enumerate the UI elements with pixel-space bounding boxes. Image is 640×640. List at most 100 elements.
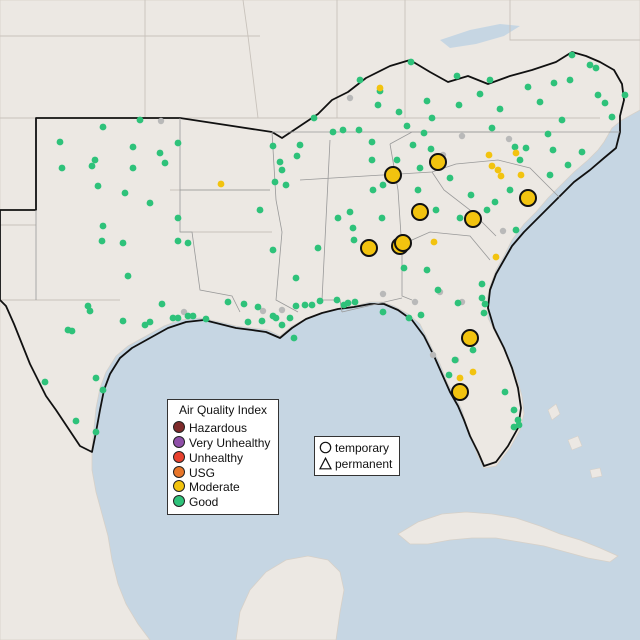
site-good[interactable] [278, 321, 286, 329]
site-moderate-temporary[interactable] [411, 203, 429, 221]
site-good[interactable] [592, 64, 600, 72]
site-good[interactable] [476, 90, 484, 98]
site-good[interactable] [512, 226, 520, 234]
site-good[interactable] [88, 162, 96, 170]
site-good[interactable] [478, 280, 486, 288]
site-good[interactable] [94, 182, 102, 190]
site-good[interactable] [445, 371, 453, 379]
site-good[interactable] [314, 244, 322, 252]
site-good[interactable] [456, 214, 464, 222]
site-good[interactable] [136, 116, 144, 124]
site-good[interactable] [86, 307, 94, 315]
site-good[interactable] [355, 126, 363, 134]
site-good[interactable] [349, 224, 357, 232]
site-good[interactable] [374, 101, 382, 109]
site-good[interactable] [586, 61, 594, 69]
site-good[interactable] [379, 308, 387, 316]
site-moderate-temporary[interactable] [451, 383, 469, 401]
site-good[interactable] [129, 164, 137, 172]
site-good[interactable] [310, 114, 318, 122]
site-good[interactable] [558, 116, 566, 124]
site-good[interactable] [516, 156, 524, 164]
site-good[interactable] [400, 264, 408, 272]
site-good[interactable] [454, 299, 462, 307]
site-good[interactable] [393, 156, 401, 164]
site-good[interactable] [334, 214, 342, 222]
site-good[interactable] [296, 141, 304, 149]
site-good[interactable] [514, 416, 522, 424]
site-good[interactable] [292, 302, 300, 310]
site-good[interactable] [41, 378, 49, 386]
site-good[interactable] [506, 186, 514, 194]
site-good[interactable] [423, 97, 431, 105]
site-good[interactable] [428, 114, 436, 122]
site-good[interactable] [256, 206, 264, 214]
site-good[interactable] [56, 138, 64, 146]
site-moderate-temporary[interactable] [384, 166, 402, 184]
site-moderate[interactable] [512, 149, 520, 157]
site-no-data[interactable] [499, 227, 507, 235]
site-moderate[interactable] [488, 162, 496, 170]
site-good[interactable] [510, 406, 518, 414]
site-good[interactable] [292, 274, 300, 282]
site-good[interactable] [378, 214, 386, 222]
site-good[interactable] [566, 76, 574, 84]
site-no-data[interactable] [411, 298, 419, 306]
site-good[interactable] [58, 164, 66, 172]
site-good[interactable] [158, 300, 166, 308]
site-moderate[interactable] [485, 151, 493, 159]
site-good[interactable] [350, 236, 358, 244]
site-good[interactable] [608, 113, 616, 121]
site-moderate-temporary[interactable] [461, 329, 479, 347]
site-good[interactable] [511, 143, 519, 151]
site-good[interactable] [189, 312, 197, 320]
site-good[interactable] [286, 314, 294, 322]
site-moderate[interactable] [217, 180, 225, 188]
site-good[interactable] [379, 181, 387, 189]
site-good[interactable] [501, 388, 509, 396]
site-good[interactable] [522, 144, 530, 152]
site-good[interactable] [119, 239, 127, 247]
site-good[interactable] [568, 51, 576, 59]
site-moderate-temporary[interactable] [394, 234, 412, 252]
site-good[interactable] [395, 108, 403, 116]
site-good[interactable] [276, 158, 284, 166]
site-good[interactable] [409, 141, 417, 149]
site-good[interactable] [184, 239, 192, 247]
site-good[interactable] [564, 161, 572, 169]
site-good[interactable] [594, 91, 602, 99]
site-good[interactable] [290, 334, 298, 342]
site-moderate[interactable] [430, 238, 438, 246]
site-good[interactable] [356, 76, 364, 84]
site-good[interactable] [469, 346, 477, 354]
site-no-data[interactable] [157, 117, 165, 125]
site-good[interactable] [434, 286, 442, 294]
site-good[interactable] [269, 246, 277, 254]
site-good[interactable] [121, 189, 129, 197]
site-good[interactable] [258, 317, 266, 325]
site-good[interactable] [480, 309, 488, 317]
site-moderate[interactable] [492, 253, 500, 261]
site-good[interactable] [420, 129, 428, 137]
site-good[interactable] [98, 237, 106, 245]
site-good[interactable] [269, 142, 277, 150]
site-good[interactable] [68, 327, 76, 335]
site-moderate[interactable] [494, 166, 502, 174]
site-good[interactable] [403, 122, 411, 130]
site-good[interactable] [92, 428, 100, 436]
site-good[interactable] [301, 301, 309, 309]
site-no-data[interactable] [505, 135, 513, 143]
site-good[interactable] [174, 214, 182, 222]
site-good[interactable] [405, 314, 413, 322]
site-good[interactable] [161, 159, 169, 167]
site-good[interactable] [141, 321, 149, 329]
site-moderate[interactable] [517, 171, 525, 179]
site-moderate-temporary[interactable] [464, 210, 482, 228]
site-good[interactable] [329, 128, 337, 136]
site-good[interactable] [451, 356, 459, 364]
site-good[interactable] [184, 312, 192, 320]
site-good[interactable] [129, 143, 137, 151]
site-moderate-temporary[interactable] [429, 153, 447, 171]
site-good[interactable] [99, 386, 107, 394]
